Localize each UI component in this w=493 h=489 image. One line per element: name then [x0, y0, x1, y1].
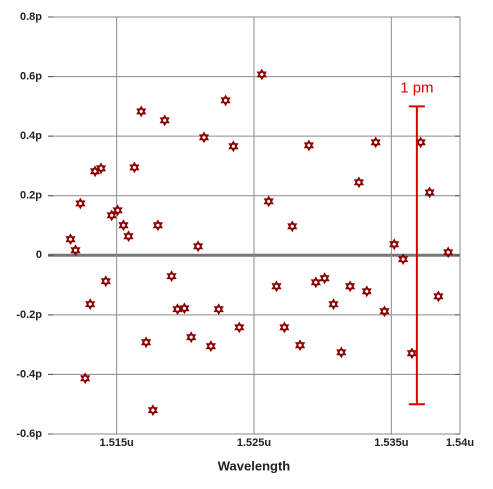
x-tick-label: 1.515u	[100, 437, 134, 449]
data-point	[75, 197, 86, 210]
data-point	[228, 140, 239, 153]
data-point	[424, 186, 435, 199]
data-point	[389, 238, 400, 251]
y-tick-label: 0.2p	[20, 190, 42, 202]
data-point	[136, 105, 147, 118]
y-tick-label: 0.6p	[20, 70, 42, 82]
x-tick-label: 1.525u	[237, 437, 271, 449]
data-point	[397, 253, 409, 266]
data-point	[140, 336, 152, 349]
data-point	[263, 195, 274, 208]
data-point	[159, 114, 170, 127]
data-point	[287, 220, 298, 233]
data-point	[336, 346, 347, 359]
data-point	[271, 280, 282, 293]
data-point	[172, 303, 183, 316]
data-point	[279, 321, 290, 334]
data-point	[310, 276, 321, 289]
data-point	[186, 331, 197, 344]
data-point	[85, 298, 96, 310]
y-tick-label: -0.4p	[16, 368, 42, 380]
data-point	[344, 280, 356, 293]
data-point	[100, 275, 111, 288]
data-point	[70, 244, 81, 257]
data-point	[415, 136, 426, 149]
data-point	[294, 339, 306, 352]
data-point	[319, 272, 330, 285]
data-point	[95, 162, 107, 175]
data-point	[123, 230, 134, 243]
data-point	[361, 285, 372, 298]
data-point	[65, 233, 76, 246]
y-tick-label: -0.2p	[16, 309, 42, 321]
data-point	[220, 94, 231, 107]
data-point	[443, 246, 454, 259]
data-point	[353, 176, 365, 189]
x-axis-label: Wavelength	[218, 458, 291, 473]
data-point	[198, 131, 210, 144]
y-tick-label: -0.6p	[16, 428, 42, 440]
data-point	[433, 290, 444, 303]
data-point	[370, 136, 381, 149]
data-point	[303, 139, 315, 152]
annotation-text: 1 pm	[400, 79, 433, 96]
data-point	[328, 298, 339, 310]
data-point	[129, 161, 140, 174]
y-tick-label: 0.8p	[20, 11, 42, 23]
x-tick-label: 1.535u	[374, 437, 408, 449]
data-point	[147, 404, 159, 417]
data-point	[213, 303, 224, 316]
data-point	[179, 302, 190, 315]
data-point	[234, 321, 245, 334]
data-point	[205, 340, 217, 352]
data-point	[406, 347, 418, 360]
y-tick-label: 0.4p	[20, 130, 42, 142]
data-point	[118, 219, 129, 232]
y-tick-label: 0	[36, 249, 42, 261]
data-point	[112, 204, 123, 217]
data-point	[256, 68, 267, 81]
x-tick-label: 1.54u	[446, 437, 474, 449]
data-point	[379, 305, 390, 318]
data-point	[152, 219, 164, 232]
data-point	[80, 372, 91, 385]
data-point	[166, 270, 177, 282]
data-point	[192, 240, 204, 253]
